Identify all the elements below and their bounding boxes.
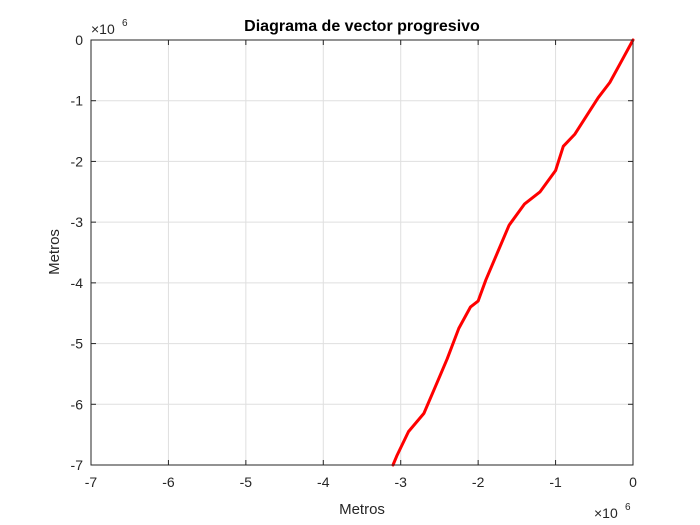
chart-title: Diagrama de vector progresivo [244, 18, 480, 35]
y-tick-label: -5 [71, 336, 84, 352]
y-tick-label: -3 [71, 214, 84, 230]
x-tick-label: -6 [162, 474, 175, 490]
x-tick-label: -5 [240, 474, 253, 490]
y-axis-label: Metros [46, 229, 63, 275]
x-tick-label: 0 [629, 474, 637, 490]
x-exponent-power: 6 [625, 502, 631, 513]
x-exponent-base: ×10 [594, 505, 618, 521]
x-tick-label: -2 [472, 474, 485, 490]
y-tick-label: 0 [75, 32, 83, 48]
series-group [391, 38, 635, 467]
x-tick-label: -7 [85, 474, 98, 490]
y-tick-label: -6 [71, 396, 84, 412]
y-exponent-power: 6 [122, 18, 128, 29]
y-exponent-label: ×10 6 [91, 18, 128, 37]
x-tick-label: -3 [394, 474, 407, 490]
x-axis-label: Metros [339, 501, 385, 518]
ticks [90, 39, 634, 466]
plot-frame [90, 39, 634, 466]
y-tick-label: -4 [71, 275, 84, 291]
y-tick-label: -7 [71, 457, 84, 473]
x-tick-label: -1 [549, 474, 562, 490]
y-tick-labels: 0 -1 -2 -3 -4 -5 -6 -7 [71, 32, 84, 473]
y-tick-label: -2 [71, 153, 84, 169]
y-tick-label: -1 [71, 93, 84, 109]
series-line [391, 38, 635, 467]
x-tick-label: -4 [317, 474, 330, 490]
y-exponent-base: ×10 [91, 21, 115, 37]
x-tick-labels: -7 -6 -5 -4 -3 -2 -1 0 [85, 474, 637, 490]
x-exponent-label: ×10 6 [594, 502, 631, 521]
plot-area [91, 40, 633, 465]
